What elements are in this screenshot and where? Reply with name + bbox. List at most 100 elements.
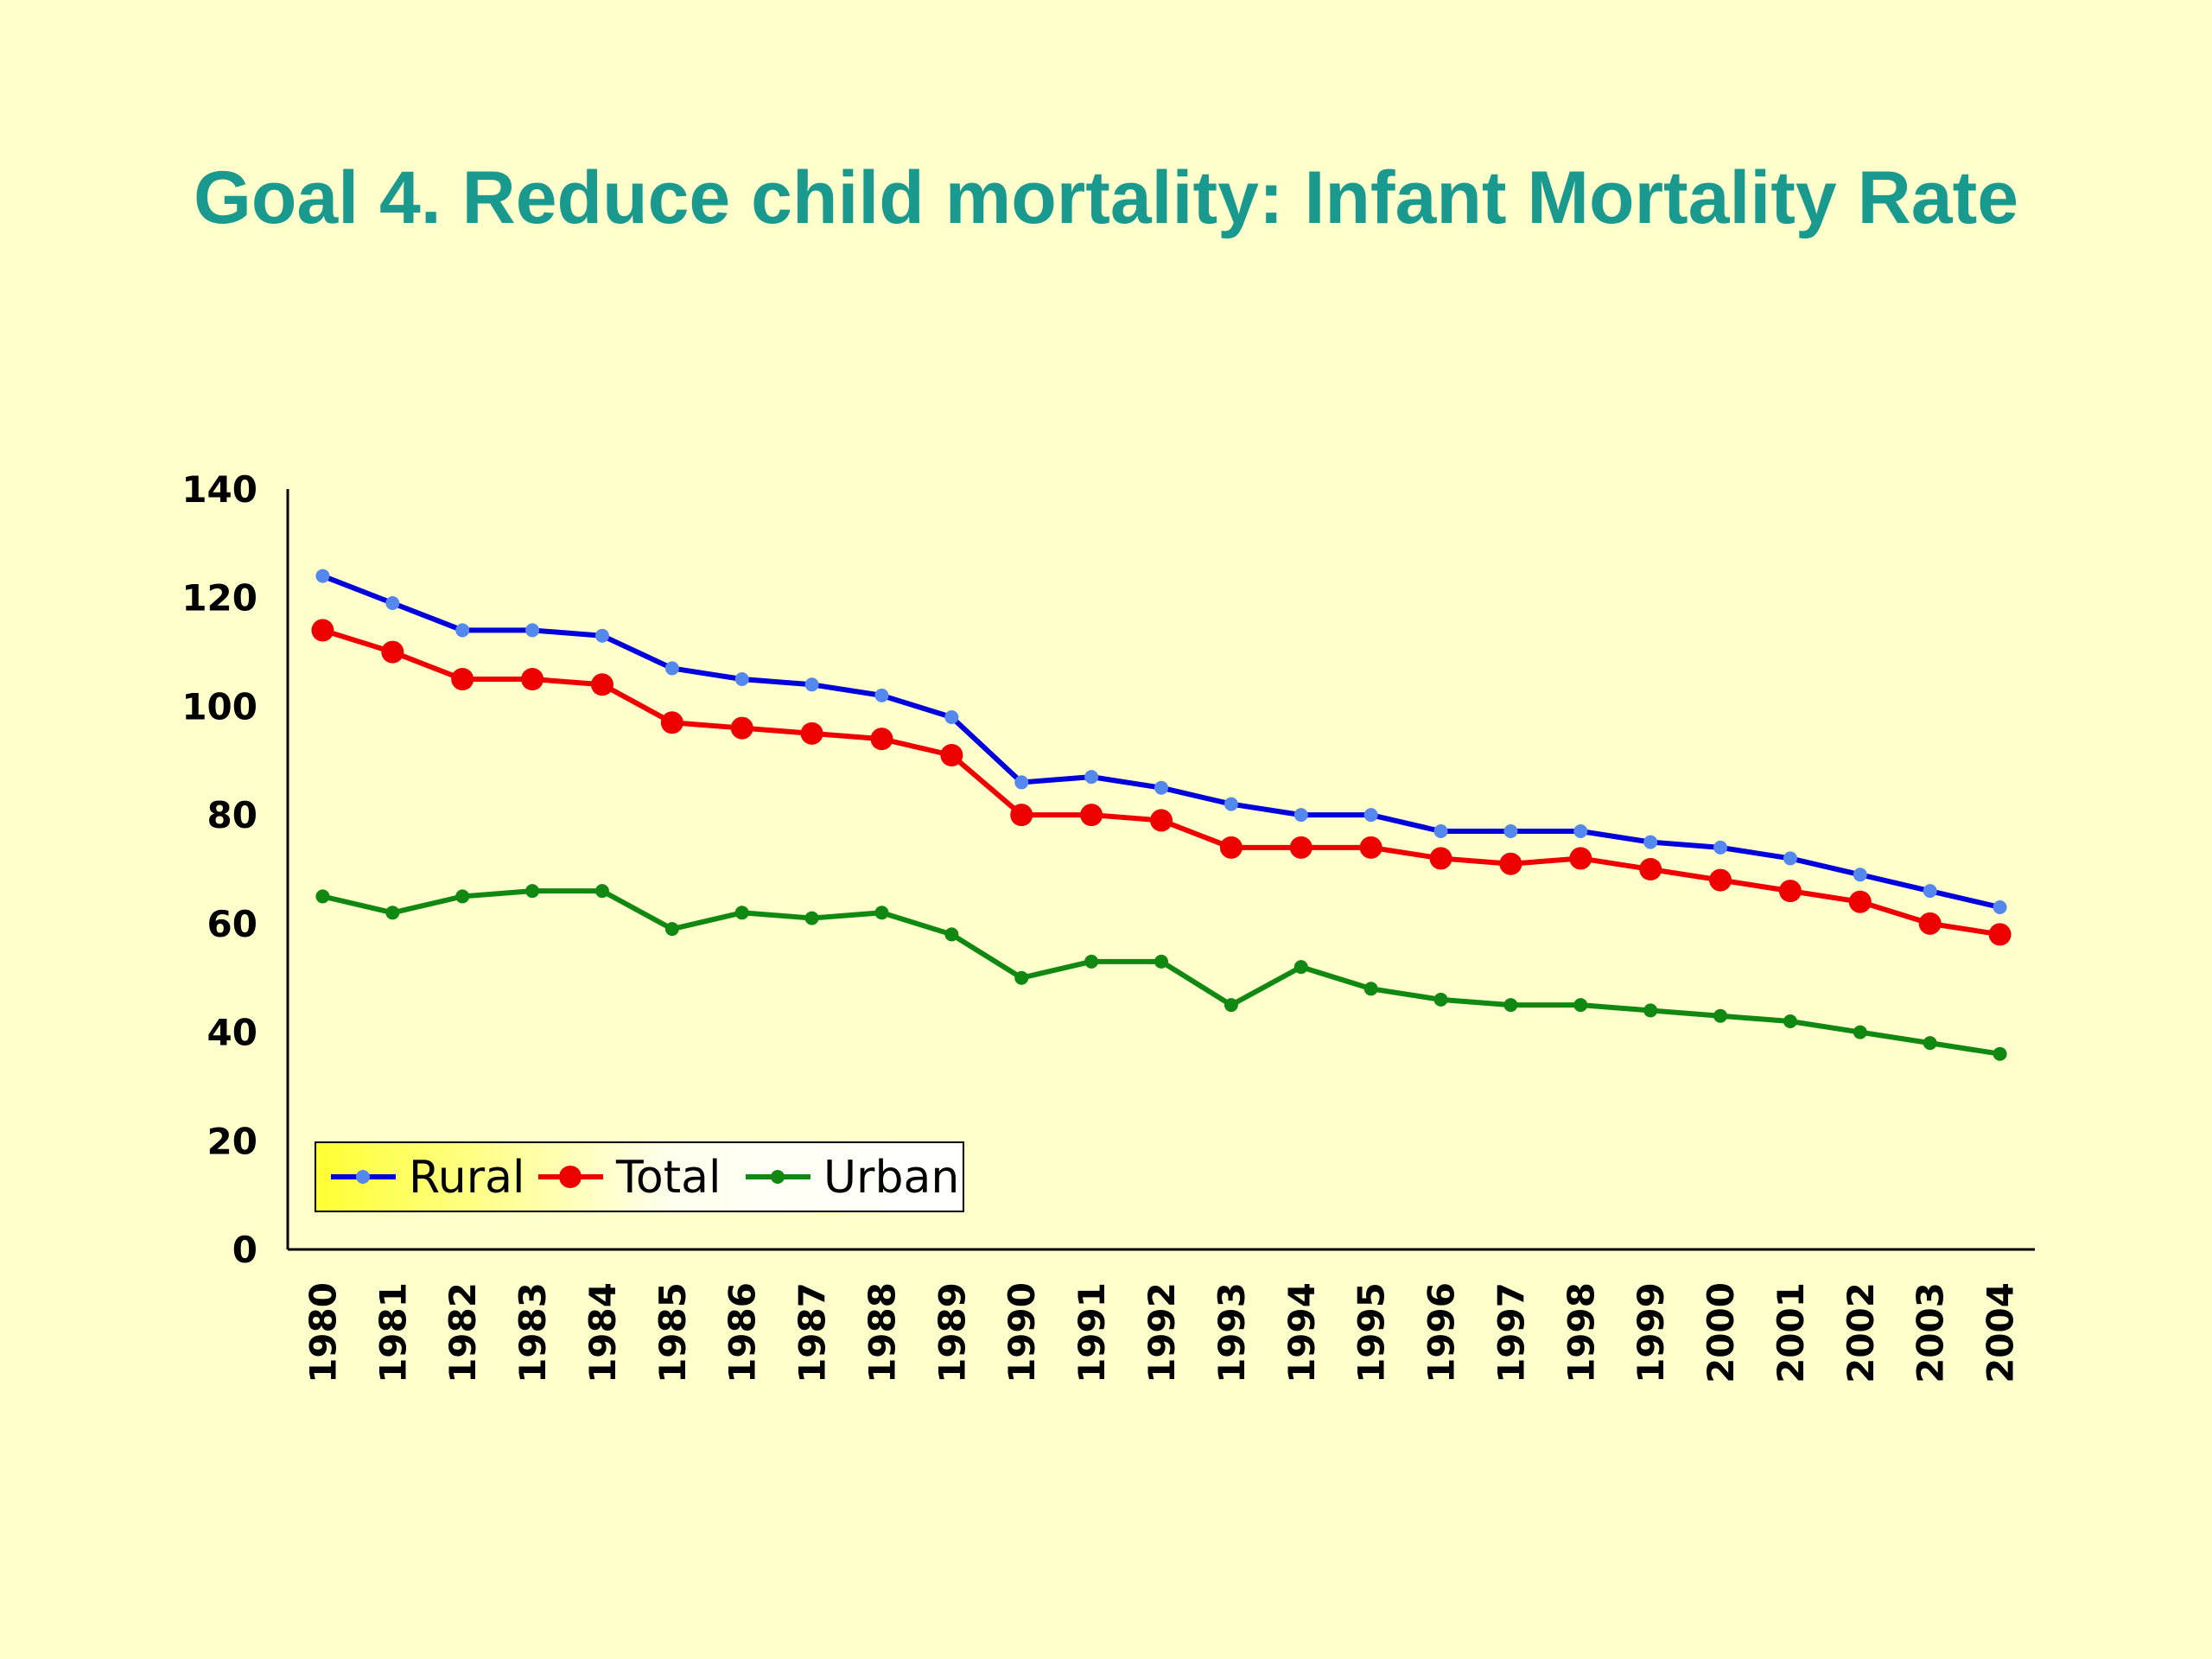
- data-point-urban: [455, 889, 470, 904]
- data-point-rural: [1783, 851, 1797, 866]
- data-point-urban: [1993, 1046, 2007, 1061]
- data-point-total: [870, 728, 893, 751]
- x-tick-label: 1994: [1281, 1282, 1323, 1383]
- data-point-total: [381, 640, 404, 664]
- chart-legend: Rural Total Urban: [315, 1141, 964, 1212]
- data-point-total: [590, 673, 613, 696]
- data-point-rural: [1433, 824, 1448, 838]
- legend-marker-rural: [356, 1170, 370, 1184]
- legend-label-urban: Urban: [823, 1152, 959, 1204]
- data-point-total: [730, 716, 753, 740]
- data-point-total: [1219, 836, 1243, 859]
- x-tick-label: 1982: [442, 1282, 484, 1383]
- legend-item-total: Total: [538, 1152, 721, 1204]
- data-point-urban: [525, 884, 540, 899]
- data-point-total: [800, 721, 823, 745]
- data-point-rural: [385, 596, 400, 610]
- data-point-rural: [944, 710, 959, 724]
- series-line-rural: [321, 573, 2001, 910]
- data-point-total: [1778, 880, 1802, 903]
- chart-series: [311, 569, 2012, 1061]
- x-tick-label: 1991: [1071, 1282, 1113, 1383]
- data-point-urban: [944, 927, 959, 942]
- data-point-urban: [1923, 1036, 1937, 1051]
- legend-marker-total: [559, 1166, 582, 1188]
- data-point-urban: [1363, 982, 1378, 996]
- data-point-rural: [664, 661, 679, 676]
- y-axis-ticks: 0 20 40 60 80 100 120 140: [181, 468, 257, 1271]
- data-point-rural: [1294, 808, 1308, 823]
- data-point-urban: [804, 911, 819, 925]
- data-point-total: [1848, 890, 1872, 913]
- x-tick-label: 1985: [652, 1282, 694, 1383]
- data-point-total: [1709, 868, 1732, 892]
- x-tick-label: 1990: [1001, 1282, 1043, 1383]
- data-point-rural: [804, 677, 819, 692]
- series-urban: [315, 884, 2007, 1061]
- data-point-rural: [1084, 770, 1099, 785]
- data-point-rural: [1014, 775, 1029, 790]
- data-point-total: [1918, 912, 1942, 935]
- data-point-urban: [1783, 1014, 1797, 1028]
- data-point-total: [451, 668, 474, 690]
- data-point-total: [521, 668, 544, 690]
- data-point-urban: [734, 906, 749, 920]
- data-point-total: [1569, 847, 1592, 870]
- data-point-urban: [874, 906, 889, 920]
- series-total: [311, 619, 2012, 946]
- x-tick-label: 1984: [582, 1282, 624, 1383]
- x-tick-label: 2003: [1910, 1282, 1952, 1383]
- data-point-urban: [1433, 992, 1448, 1007]
- data-point-urban: [1853, 1025, 1867, 1039]
- data-point-total: [311, 619, 334, 642]
- data-point-urban: [1713, 1008, 1728, 1023]
- y-tick-label: 80: [207, 794, 257, 836]
- data-point-total: [1988, 923, 2012, 946]
- x-tick-label: 1989: [931, 1282, 973, 1383]
- x-tick-label: 2000: [1700, 1282, 1742, 1383]
- y-tick-label: 100: [181, 685, 257, 728]
- y-tick-label: 0: [232, 1229, 257, 1271]
- data-point-rural: [525, 623, 540, 638]
- data-point-rural: [455, 623, 470, 638]
- data-point-total: [1639, 858, 1662, 880]
- data-point-rural: [1853, 868, 1867, 882]
- x-tick-label: 1995: [1351, 1282, 1393, 1383]
- data-point-urban: [1224, 998, 1238, 1013]
- x-tick-label: 2001: [1770, 1282, 1812, 1383]
- data-point-total: [1150, 809, 1173, 832]
- data-point-rural: [1154, 780, 1168, 795]
- data-point-rural: [874, 688, 889, 702]
- data-point-rural: [594, 628, 609, 643]
- data-point-urban: [1084, 954, 1099, 969]
- data-point-rural: [1923, 884, 1937, 899]
- legend-label-total: Total: [615, 1152, 721, 1204]
- data-point-rural: [1993, 900, 2007, 914]
- data-point-total: [1010, 804, 1033, 827]
- data-point-urban: [1154, 954, 1168, 969]
- x-axis-ticks: 1980 1981 1982 1983 1984 1985 1986 1987 1988 1989…: [302, 1282, 2021, 1383]
- data-point-rural: [1713, 840, 1728, 855]
- legend-label-rural: Rural: [409, 1152, 524, 1204]
- data-point-urban: [385, 906, 400, 920]
- x-tick-label: 1980: [302, 1282, 344, 1383]
- data-point-total: [1080, 804, 1103, 827]
- x-tick-label: 1981: [372, 1282, 414, 1383]
- y-tick-label: 40: [207, 1012, 257, 1054]
- data-point-rural: [1503, 824, 1518, 838]
- y-tick-label: 20: [207, 1120, 257, 1162]
- x-tick-label: 1998: [1560, 1282, 1602, 1383]
- legend-item-urban: Urban: [746, 1152, 959, 1204]
- data-point-rural: [734, 672, 749, 686]
- data-point-urban: [1503, 998, 1518, 1013]
- data-point-urban: [664, 922, 679, 937]
- series-rural: [315, 569, 2007, 914]
- data-point-total: [1289, 836, 1313, 859]
- data-point-total: [1359, 836, 1382, 859]
- x-tick-label: 1987: [791, 1282, 834, 1383]
- data-point-urban: [1573, 998, 1588, 1013]
- x-tick-label: 1992: [1141, 1282, 1183, 1383]
- legend-item-rural: Rural: [331, 1152, 524, 1204]
- x-tick-label: 1993: [1211, 1282, 1253, 1383]
